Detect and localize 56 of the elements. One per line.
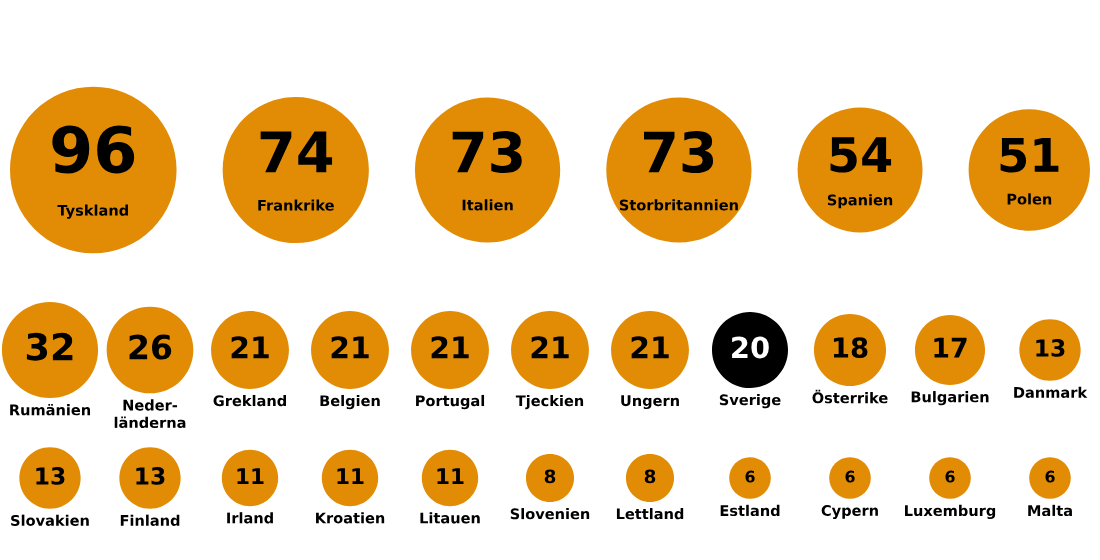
data-label: 6 xyxy=(745,470,755,483)
category-label: Tjeckien xyxy=(515,394,584,410)
data-label: 13 xyxy=(1036,339,1065,357)
data-label: 73 xyxy=(452,131,522,174)
category-label: Frankrike xyxy=(258,199,334,211)
data-label: 54 xyxy=(830,137,892,173)
data-label: 96 xyxy=(52,125,135,174)
data-label: 18 xyxy=(833,337,868,358)
category-label: Sverige xyxy=(719,394,781,409)
category-label: Lettland xyxy=(616,508,684,520)
data-label: 21 xyxy=(331,336,369,359)
data-label: 6 xyxy=(1045,470,1055,483)
data-label: 8 xyxy=(644,469,656,484)
category-label: Ungern xyxy=(621,395,679,410)
data-label: 11 xyxy=(437,468,464,484)
data-label: 26 xyxy=(129,334,172,360)
category-label: Bulgarien xyxy=(911,391,989,406)
data-label: 11 xyxy=(237,468,264,484)
category-label: Tyskland xyxy=(57,204,128,219)
category-label: Spanien xyxy=(827,194,893,209)
category-label: Rumänien xyxy=(10,403,91,416)
category-label: Belgien xyxy=(320,394,380,410)
data-label: 51 xyxy=(1000,138,1059,173)
data-label: 20 xyxy=(732,336,769,359)
data-label: 21 xyxy=(231,336,269,359)
category-label: Finland xyxy=(120,514,180,526)
category-label: Kroatien xyxy=(316,512,385,524)
category-label: Irland xyxy=(227,512,273,524)
data-label: 13 xyxy=(136,467,165,485)
data-label: 17 xyxy=(934,337,967,358)
data-label: 74 xyxy=(260,131,333,173)
category-label: Polen xyxy=(1007,193,1052,205)
data-label: 13 xyxy=(36,467,65,485)
category-label: Grekland xyxy=(213,394,286,407)
category-label: Litauen xyxy=(420,512,480,524)
data-label: 21 xyxy=(531,336,569,359)
category-label: Luxemburg xyxy=(905,504,996,520)
data-label: 8 xyxy=(544,469,556,484)
data-label: 73 xyxy=(644,131,714,174)
category-label: Neder- länderna xyxy=(114,399,186,429)
data-label: 6 xyxy=(945,470,955,483)
category-label: Malta xyxy=(1028,504,1072,517)
category-label: Estland xyxy=(720,504,780,517)
category-label: Österrike xyxy=(812,389,888,404)
category-label: Italien xyxy=(462,199,513,211)
category-label: Storbritannien xyxy=(619,199,738,211)
category-label: Danmark xyxy=(1014,386,1088,398)
data-label: 21 xyxy=(631,336,669,359)
category-label: Slovakien xyxy=(11,514,89,526)
data-label: 6 xyxy=(845,470,855,483)
category-label: Slovenien xyxy=(510,508,590,520)
data-label: 32 xyxy=(26,332,73,361)
category-label: Portugal xyxy=(416,394,485,410)
data-label: 21 xyxy=(431,336,469,359)
category-label: Cypern xyxy=(821,504,878,519)
data-label: 11 xyxy=(337,468,364,484)
